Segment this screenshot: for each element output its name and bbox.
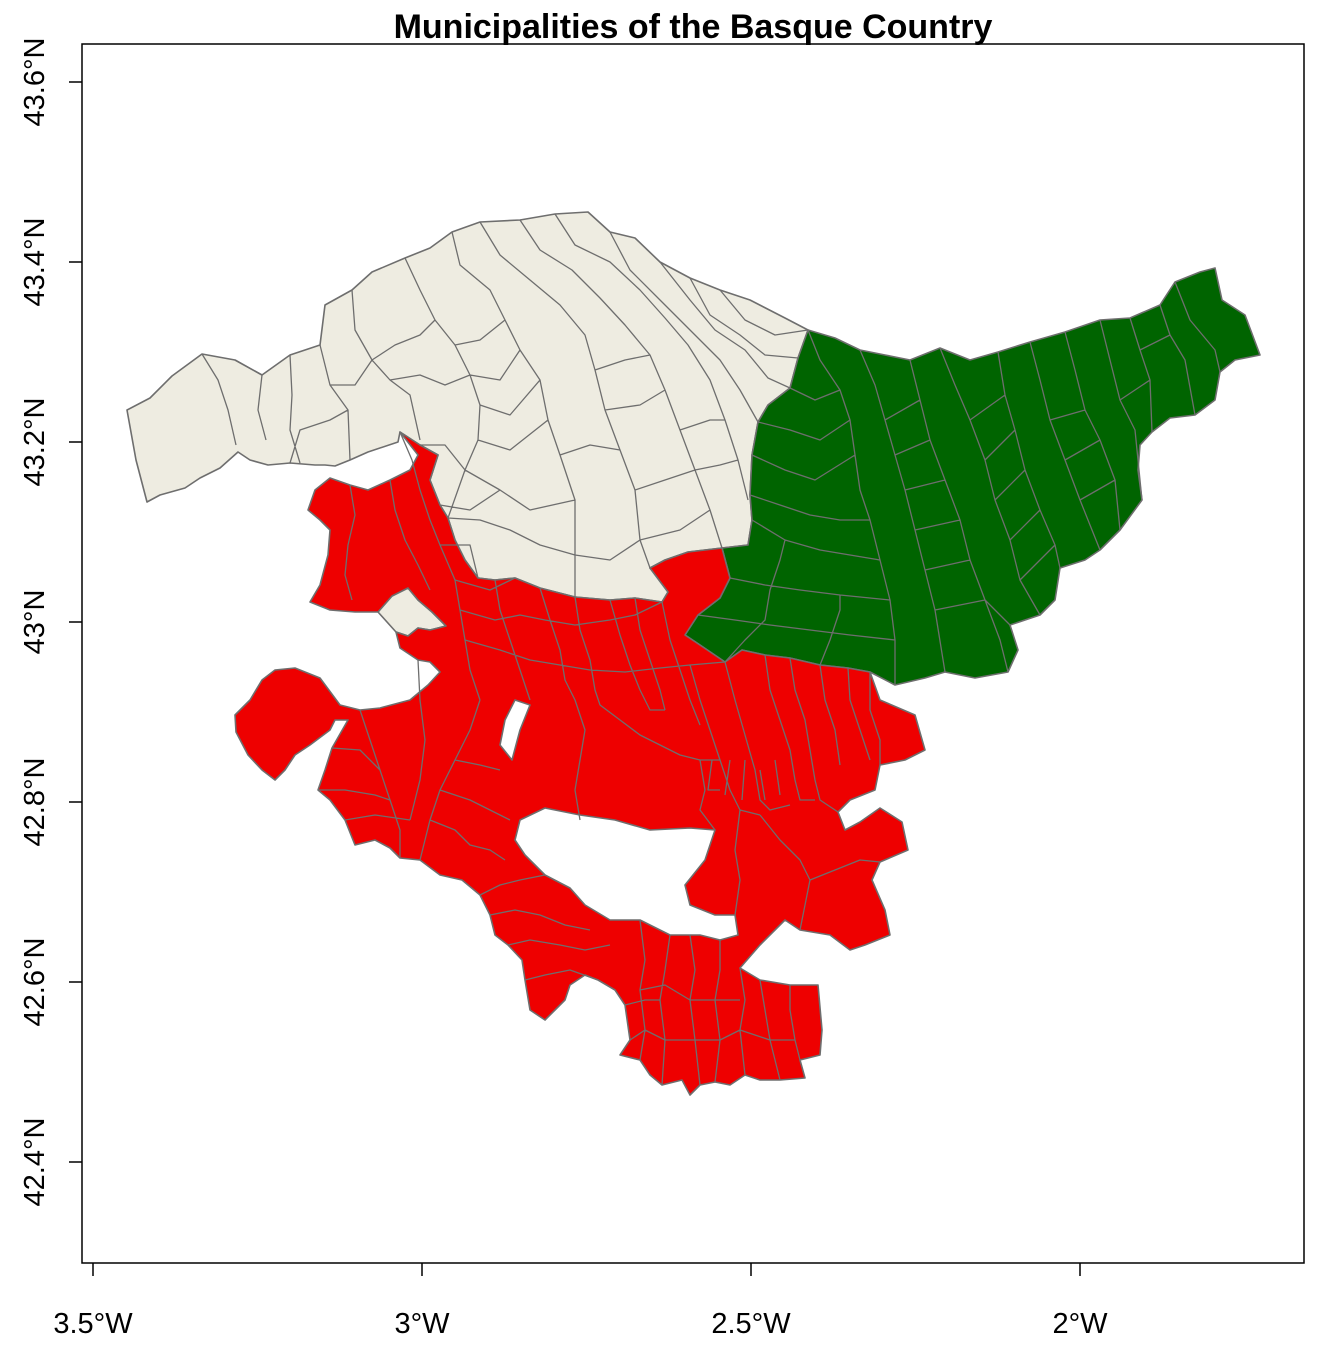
bizkaia-municipal-borders (201, 213, 809, 597)
region-bizkaia (126, 211, 809, 637)
region-gipuzkoa (684, 267, 1261, 686)
y-tick-label: 43.6°N (19, 38, 51, 127)
y-tick-label: 43.4°N (19, 218, 51, 307)
map-title: Municipalities of the Basque Country (394, 8, 993, 46)
y-tick-label: 42.8°N (19, 758, 51, 847)
araba-municipal-borders (318, 431, 881, 1086)
plot-frame (81, 43, 1305, 1264)
y-tick-label: 43.2°N (19, 398, 51, 487)
gipuzkoa-municipal-borders (697, 281, 1221, 685)
y-tick-label: 42.6°N (19, 938, 51, 1027)
y-axis: 42.4°N 42.6°N 42.8°N 43°N 43.2°N 43.4°N 43.6°N (19, 38, 82, 1207)
x-axis: 3.5°W 3°W 2.5°W 2°W (53, 1263, 1108, 1340)
region-araba (234, 431, 926, 1096)
y-tick-label: 42.4°N (19, 1118, 51, 1207)
x-tick-label: 3.5°W (53, 1308, 133, 1340)
y-tick-label: 43°N (19, 590, 51, 655)
x-tick-label: 3°W (394, 1308, 450, 1340)
x-tick-label: 2°W (1052, 1308, 1108, 1340)
x-tick-label: 2.5°W (711, 1308, 791, 1340)
